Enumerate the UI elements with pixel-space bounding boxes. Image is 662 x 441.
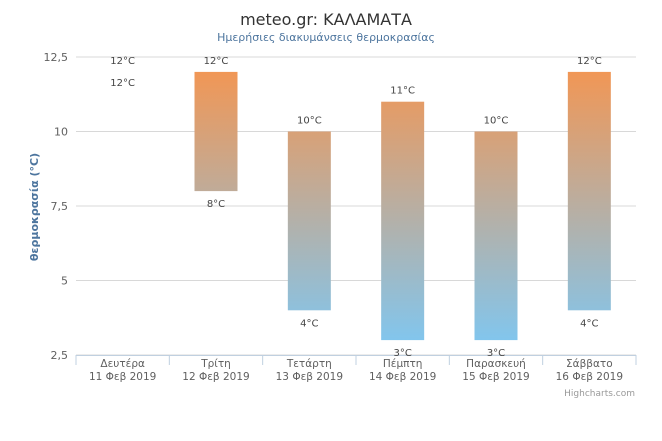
y-axis-ticks: 2,5 5 7,5 10 12,5 xyxy=(44,51,69,362)
chart-subtitle: Ημερήσιες διακυμάνσεις θερμοκρασίας xyxy=(217,31,435,44)
temperature-range-bar[interactable] xyxy=(381,101,425,341)
x-tick-label: Πέμπτη 14 Φεβ 2019 xyxy=(369,358,436,383)
data-labels: 12°C 12°C 12°C 8°C 10°C 4°C 11°C 3°C 10°C 3°C 12°C… xyxy=(110,56,601,359)
y-tick-label: 12,5 xyxy=(44,51,69,64)
x-axis: Δευτέρα 11 Φεβ 2019 Τρίτη 12 Φεβ 2019 Τετάρτ… xyxy=(75,355,637,383)
low-value-label: 4°C xyxy=(580,318,598,329)
high-value-label: 10°C xyxy=(297,116,322,127)
high-value-label: 12°C xyxy=(577,56,602,67)
low-value-label: 3°C xyxy=(487,348,505,359)
grid-lines xyxy=(76,56,636,356)
x-tick-label: Τετάρτη 13 Φεβ 2019 xyxy=(276,358,343,383)
x-tick-label: Δευτέρα 11 Φεβ 2019 xyxy=(89,358,156,383)
y-tick-label: 5 xyxy=(61,275,68,288)
series-bars xyxy=(194,71,611,341)
y-tick-label: 2,5 xyxy=(51,349,69,362)
low-value-label: 12°C xyxy=(110,78,135,89)
y-axis-title: θερμοκρασία (°C) xyxy=(28,153,41,261)
temperature-range-bar[interactable] xyxy=(474,131,518,341)
y-tick-label: 7,5 xyxy=(51,200,69,213)
high-value-label: 10°C xyxy=(484,116,509,127)
y-tick-label: 10 xyxy=(54,126,68,139)
high-value-label: 12°C xyxy=(110,56,135,67)
high-value-label: 11°C xyxy=(390,86,415,97)
low-value-label: 3°C xyxy=(393,348,411,359)
x-tick-label: Σάββατο 16 Φεβ 2019 xyxy=(556,358,623,383)
temperature-range-bar[interactable] xyxy=(567,71,611,311)
credits-link[interactable]: Highcharts.com xyxy=(564,389,635,399)
temperature-range-bar[interactable] xyxy=(287,131,331,311)
low-value-label: 4°C xyxy=(300,318,318,329)
high-value-label: 12°C xyxy=(204,56,229,67)
temperature-range-bar[interactable] xyxy=(194,71,238,192)
x-tick-label: Παρασκευή 15 Φεβ 2019 xyxy=(462,358,529,383)
low-value-label: 8°C xyxy=(207,199,225,210)
x-tick-label: Τρίτη 12 Φεβ 2019 xyxy=(182,358,249,383)
chart-title: meteo.gr: ΚΑΛΑΜΑΤΑ xyxy=(240,10,412,29)
